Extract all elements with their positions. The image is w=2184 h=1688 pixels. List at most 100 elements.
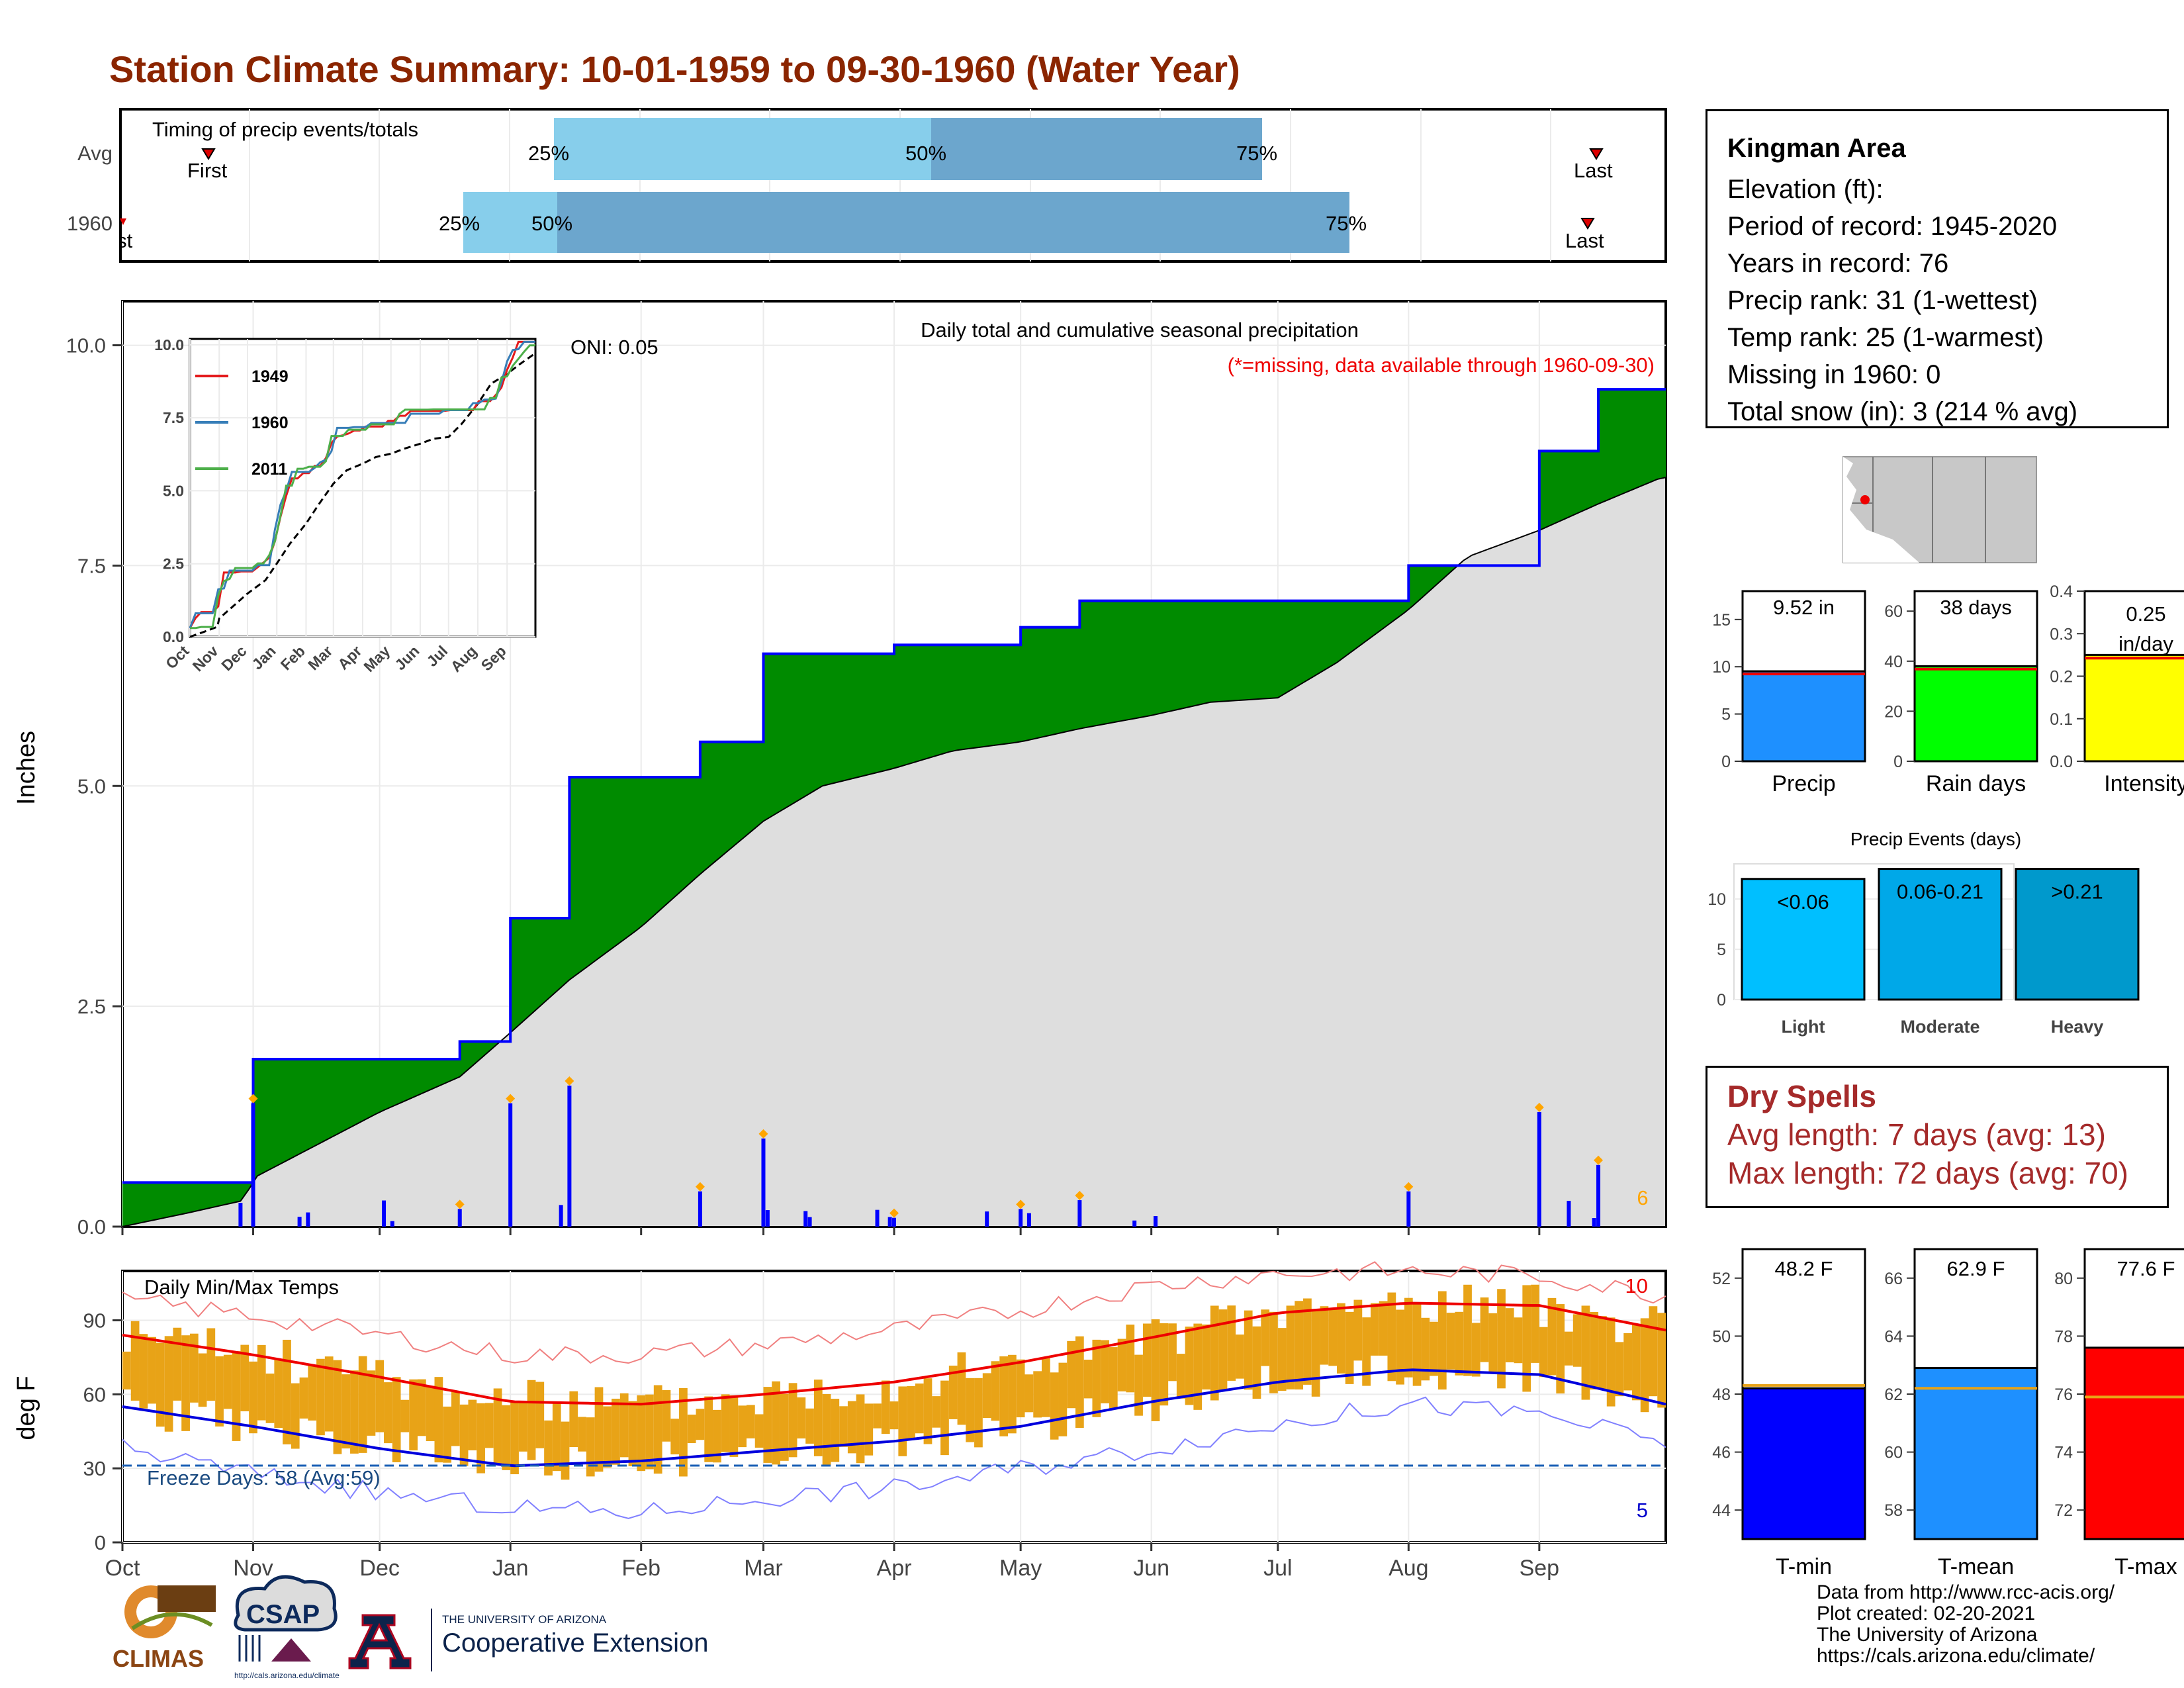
daily-precip-bar [1592, 1218, 1596, 1227]
daily-temp-range-bar [999, 1356, 1009, 1436]
daily-precip-bar [297, 1217, 302, 1227]
first-marker-1960 [120, 218, 126, 225]
avg-max-line [122, 1301, 1666, 1406]
daily-temp-range-bar [198, 1353, 207, 1407]
daily-temp-range-bar [1387, 1292, 1396, 1382]
daily-temp-range-bar [822, 1394, 831, 1466]
daily-temp-range-bar [1311, 1309, 1320, 1397]
daily-temp-range-bar [1286, 1305, 1295, 1389]
tmax-ytick-label: 78 [2054, 1327, 2073, 1346]
daily-precip-marker [1404, 1182, 1414, 1192]
daily-temp-range-bar [426, 1385, 435, 1442]
record-max-line [122, 1261, 1666, 1364]
daily-temp-range-bar [1008, 1354, 1017, 1434]
daily-temp-range-bar [1488, 1313, 1498, 1372]
daily-temp-range-bar [291, 1383, 300, 1449]
daily-temp-range-bar [468, 1399, 477, 1450]
timing-row-1960: 1960 [67, 212, 113, 235]
timing-row-avg: Avg [77, 142, 113, 165]
daily-temp-range-bar [1446, 1313, 1455, 1370]
daily-temp-range-bar [316, 1358, 325, 1436]
daily-temp-range-bar [333, 1360, 342, 1454]
daily-temp-range-bar [122, 1351, 131, 1390]
inset-legend-label: 1949 [251, 367, 289, 386]
daily-precip-bar [698, 1191, 702, 1227]
daily-precip-bar [887, 1217, 892, 1227]
daily-temp-range-bar [687, 1415, 696, 1443]
tmax-ytick-label: 74 [2054, 1444, 2073, 1462]
daily-temp-range-bar [1236, 1335, 1244, 1379]
daily-temp-range-bar [257, 1344, 266, 1421]
daily-temp-range-bar [813, 1380, 823, 1456]
daily-temp-range-bar [265, 1373, 275, 1423]
daily-temp-range-bar [864, 1403, 874, 1456]
daily-temp-range-bar [1396, 1309, 1404, 1385]
daily-temp-range-bar [1058, 1362, 1068, 1436]
ua-logo: THE UNIVERSITY OF ARIZONA Cooperative Ex… [348, 1609, 708, 1671]
daily-temp-range-bar [1547, 1297, 1557, 1376]
daily-precip-bar [875, 1209, 880, 1227]
month-label: Sep [1520, 1556, 1560, 1581]
events-category: Light [1782, 1017, 1825, 1037]
daily-temp-range-bar [704, 1396, 713, 1462]
daily-temp-range-bar [561, 1421, 570, 1480]
info-line: Precip rank: 31 (1-wettest) [1727, 286, 2038, 315]
info-line: Period of record: 1945-2020 [1727, 212, 2058, 241]
daily-precip-marker [1075, 1191, 1085, 1201]
daily-temp-range-bar [181, 1335, 190, 1431]
precip-ytick-label: 7.5 [77, 554, 106, 577]
tmax-ytick-label: 76 [2054, 1385, 2073, 1404]
daily-temp-range-bar [889, 1401, 899, 1430]
station-info-box: Kingman Area Elevation (ft): Period of r… [1706, 109, 2169, 428]
month-label: Oct [105, 1556, 140, 1581]
daily-temp-range-bar [991, 1361, 1000, 1421]
daily-temp-range-bar [1497, 1289, 1506, 1389]
events-title: Precip Events (days) [1850, 829, 2021, 849]
daily-temp-range-bar [831, 1399, 840, 1462]
daily-temp-range-bar [569, 1391, 578, 1448]
tmean-name: T-mean [1938, 1554, 2014, 1579]
daily-temp-range-bar [940, 1380, 949, 1456]
events-ytick-label: 5 [1717, 941, 1726, 959]
daily-temp-range-bar [1353, 1299, 1363, 1361]
daily-temp-range-bar [1126, 1324, 1135, 1393]
daily-temp-range-bar [1463, 1284, 1472, 1376]
temp-ytick-label: 60 [83, 1383, 106, 1406]
daily-precip-marker [758, 1129, 768, 1139]
daily-temp-range-bar [130, 1321, 140, 1401]
daily-temp-range-bar [299, 1377, 308, 1419]
raindays-value: 38 days [1940, 596, 2012, 619]
precip-legend-1: Daily total and cumulative seasonal prec… [921, 318, 1359, 342]
daily-precip-marker [248, 1094, 258, 1103]
events-bar-label: <0.06 [1777, 890, 1829, 914]
daily-precip-marker [889, 1208, 899, 1218]
daily-precip-bar [567, 1085, 572, 1227]
daily-temp-range-bar [645, 1394, 654, 1470]
daily-temp-range-bar [484, 1403, 494, 1448]
timing-first-1960: First [93, 229, 133, 252]
daily-temp-range-bar [518, 1401, 527, 1452]
daily-temp-range-bar [1615, 1342, 1624, 1397]
daily-temp-range-bar [603, 1406, 612, 1468]
daily-temp-range-bar [763, 1387, 772, 1463]
daily-temp-range-bar [1649, 1306, 1658, 1397]
daily-temp-range-bar [148, 1336, 156, 1404]
daily-precip-bar [559, 1205, 563, 1227]
daily-temp-range-bar [847, 1401, 856, 1454]
daily-temp-range-bar [713, 1409, 721, 1463]
daily-temp-range-bar [729, 1395, 739, 1457]
tmin-value: 48.2 F [1775, 1257, 1833, 1280]
events-category: Heavy [2051, 1017, 2104, 1037]
daily-temp-range-bar [653, 1385, 662, 1474]
daily-temp-range-bar [1134, 1354, 1143, 1416]
daily-precip-bar [1596, 1164, 1601, 1227]
inset-series-line [190, 344, 535, 630]
daily-temp-range-bar [249, 1361, 257, 1434]
daily-temp-range-bar [1640, 1318, 1649, 1413]
daily-temp-range-bar [670, 1419, 680, 1455]
timing-avg-50: 50% [905, 142, 946, 165]
daily-temp-range-bar [1160, 1323, 1169, 1406]
precip-ytick-label: 5.0 [77, 774, 106, 798]
inset-ytick-label: 7.5 [163, 409, 184, 426]
daily-temp-range-bar [1598, 1316, 1607, 1389]
